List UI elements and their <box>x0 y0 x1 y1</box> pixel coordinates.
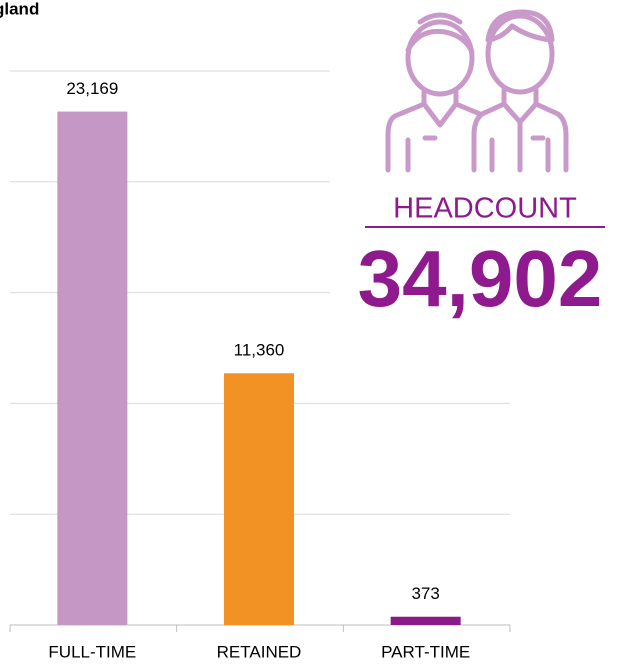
value-label: 23,169 <box>66 79 118 98</box>
headcount-value: 34,902 <box>358 234 603 323</box>
x-tick-label: PART-TIME <box>381 642 470 661</box>
bar <box>57 111 128 626</box>
bar <box>224 373 294 625</box>
x-tick-label: FULL-TIME <box>48 642 136 661</box>
bar <box>390 616 461 625</box>
bars: 23,169 11,360 373 <box>57 79 461 626</box>
value-label: 11,360 <box>234 341 285 360</box>
infographic-background <box>330 0 628 335</box>
people-icon <box>385 9 569 173</box>
headcount-label: HEADCOUNT <box>393 193 577 225</box>
x-tick-label: RETAINED <box>217 642 302 661</box>
chart-title: gland <box>0 0 39 18</box>
value-label: 373 <box>411 584 439 603</box>
